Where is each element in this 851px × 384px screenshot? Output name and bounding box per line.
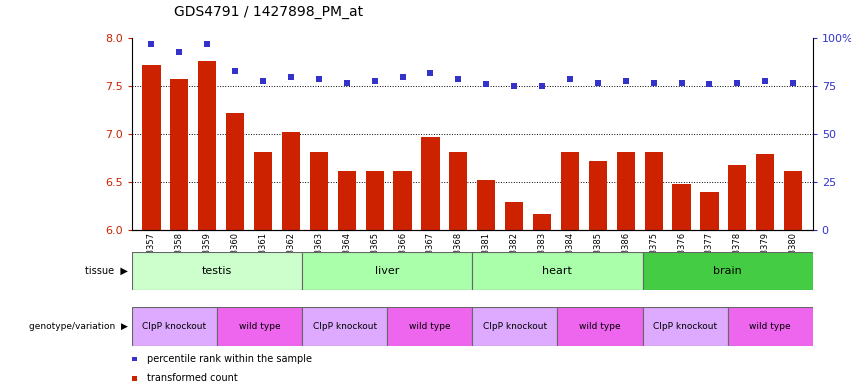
Point <box>703 81 717 88</box>
Point <box>340 79 353 86</box>
Bar <box>254 152 272 230</box>
Bar <box>393 171 412 230</box>
Bar <box>557 307 643 346</box>
Point <box>424 70 437 76</box>
Bar <box>472 307 557 346</box>
Bar <box>310 152 328 230</box>
Bar <box>672 184 691 230</box>
Point <box>619 78 632 84</box>
Bar <box>643 252 813 290</box>
Text: wild type: wild type <box>580 322 620 331</box>
Text: percentile rank within the sample: percentile rank within the sample <box>147 354 312 364</box>
Text: wild type: wild type <box>239 322 280 331</box>
Text: genotype/variation  ▶: genotype/variation ▶ <box>29 322 128 331</box>
Bar <box>757 154 774 230</box>
Point <box>758 78 772 84</box>
Point <box>507 83 521 89</box>
Point <box>535 83 549 89</box>
Point <box>563 76 577 82</box>
Point <box>479 81 493 88</box>
Bar <box>217 307 302 346</box>
Bar <box>505 202 523 230</box>
Bar <box>700 192 718 230</box>
Bar <box>784 171 802 230</box>
Bar <box>643 307 728 346</box>
Bar <box>132 307 217 346</box>
Bar <box>477 180 495 230</box>
Bar <box>589 161 607 230</box>
Bar <box>728 165 746 230</box>
Point <box>284 74 298 80</box>
Text: testis: testis <box>202 266 232 276</box>
Text: ClpP knockout: ClpP knockout <box>312 322 377 331</box>
Point <box>256 78 270 84</box>
Bar <box>170 79 188 230</box>
Point <box>173 49 186 55</box>
Point <box>647 79 660 86</box>
Text: ClpP knockout: ClpP knockout <box>483 322 547 331</box>
Bar <box>728 307 813 346</box>
Point <box>201 41 214 47</box>
Text: ClpP knockout: ClpP knockout <box>142 322 207 331</box>
Point <box>228 68 242 74</box>
Point <box>452 76 465 82</box>
Bar <box>561 152 579 230</box>
Point <box>730 79 744 86</box>
Bar <box>533 214 551 230</box>
Bar <box>366 171 384 230</box>
Bar <box>142 65 161 230</box>
Bar <box>302 252 472 290</box>
Bar <box>338 171 356 230</box>
Text: GDS4791 / 1427898_PM_at: GDS4791 / 1427898_PM_at <box>174 5 363 19</box>
Bar <box>132 252 302 290</box>
Bar <box>472 252 643 290</box>
Point <box>675 79 688 86</box>
Point <box>396 74 409 80</box>
Bar <box>449 152 467 230</box>
Point <box>312 76 326 82</box>
Bar <box>421 137 439 230</box>
Text: wild type: wild type <box>409 322 450 331</box>
Point <box>786 79 800 86</box>
Text: heart: heart <box>542 266 573 276</box>
Text: tissue  ▶: tissue ▶ <box>85 266 128 276</box>
Bar <box>302 307 387 346</box>
Text: liver: liver <box>375 266 399 276</box>
Point <box>368 78 381 84</box>
Text: wild type: wild type <box>750 322 791 331</box>
Point <box>591 79 605 86</box>
Bar <box>387 307 472 346</box>
Bar <box>644 152 663 230</box>
Bar <box>198 61 216 230</box>
Bar <box>282 132 300 230</box>
Text: brain: brain <box>713 266 742 276</box>
Bar <box>617 152 635 230</box>
Text: transformed count: transformed count <box>147 373 238 383</box>
Bar <box>226 113 244 230</box>
Text: ClpP knockout: ClpP knockout <box>653 322 717 331</box>
Point <box>145 41 158 47</box>
